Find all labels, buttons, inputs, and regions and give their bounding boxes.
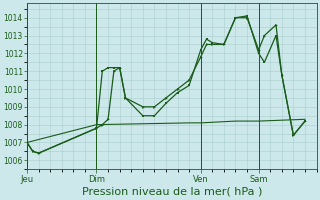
X-axis label: Pression niveau de la mer( hPa ): Pression niveau de la mer( hPa ) — [82, 187, 262, 197]
